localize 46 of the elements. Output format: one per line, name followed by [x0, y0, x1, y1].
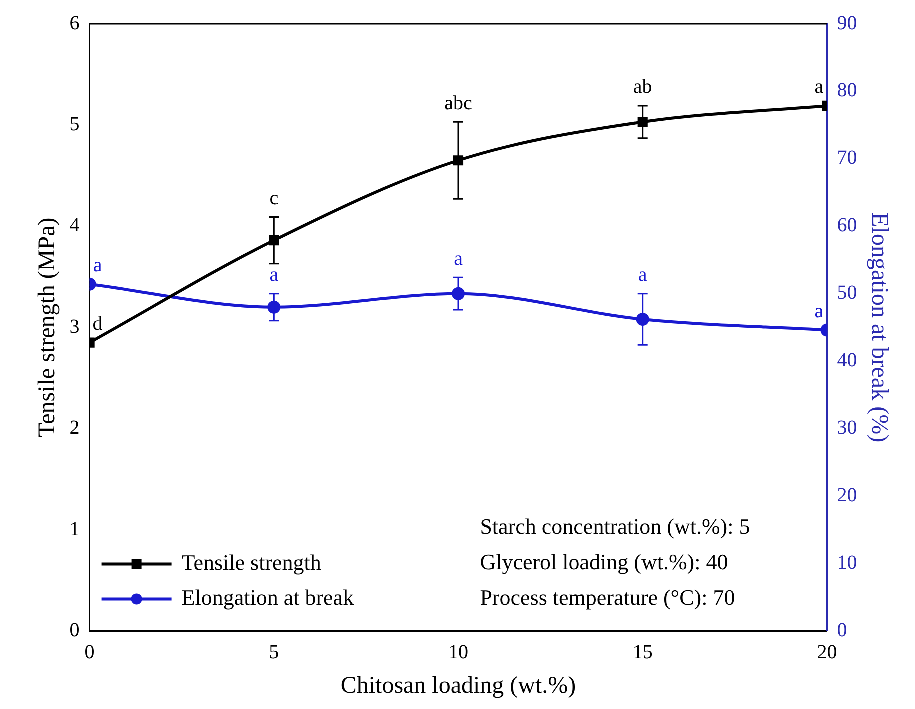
x-tick-label: 5 [269, 641, 280, 664]
data-label: ab [633, 76, 652, 98]
y2-tick-label: 90 [837, 12, 858, 34]
data-label: a [93, 254, 102, 277]
point [269, 236, 280, 246]
x-axis-title: Chitosan loading (wt.%) [340, 672, 576, 699]
data-label: abc [444, 92, 472, 114]
data-label: d [92, 313, 103, 336]
point [638, 117, 648, 128]
y-tick-label: 6 [70, 12, 80, 34]
y2-tick-label: 70 [837, 147, 858, 170]
point [268, 300, 281, 314]
y2-tick-label: 40 [837, 350, 858, 372]
x-tick-label: 10 [448, 641, 468, 664]
point [452, 287, 465, 300]
y2-tick-label: 20 [837, 484, 858, 507]
x-tick-label: 20 [817, 641, 838, 664]
y2-axis-title: Elongation at break (%) [866, 212, 892, 443]
point [453, 156, 464, 166]
x-tick-label: 0 [84, 641, 95, 664]
y2-tick-label: 60 [837, 214, 858, 237]
data-label: a [814, 76, 824, 98]
y2-tick-label: 50 [837, 282, 858, 304]
data-label: a [454, 248, 464, 270]
data-label: c [270, 188, 279, 210]
x-tick-label: 15 [632, 641, 653, 664]
data-label: a [638, 264, 648, 286]
y-axis-title: Tensile strength (MPa) [34, 218, 61, 438]
y2-tick-label: 80 [837, 80, 858, 102]
y2-tick-label: 0 [837, 619, 848, 642]
data-label: a [814, 300, 824, 323]
annotation: Process temperature (°C): 70 [480, 584, 736, 610]
y-tick-label: 0 [70, 619, 80, 642]
point [636, 313, 650, 326]
y-tick-label: 4 [70, 214, 80, 237]
y-tick-label: 3 [70, 316, 80, 338]
legend-label: Elongation at break [182, 584, 354, 610]
annotation: Starch concentration (wt.%): 5 [480, 514, 750, 539]
data-label: a [270, 264, 279, 286]
y2-tick-label: 30 [837, 417, 858, 440]
y-tick-label: 5 [70, 113, 80, 136]
legend-label: Tensile strength [182, 550, 322, 575]
y2-tick-label: 10 [837, 552, 858, 574]
y-tick-label: 2 [70, 417, 80, 440]
y-tick-label: 1 [70, 518, 80, 540]
annotation: Glycerol loading (wt.%): 40 [480, 549, 728, 574]
